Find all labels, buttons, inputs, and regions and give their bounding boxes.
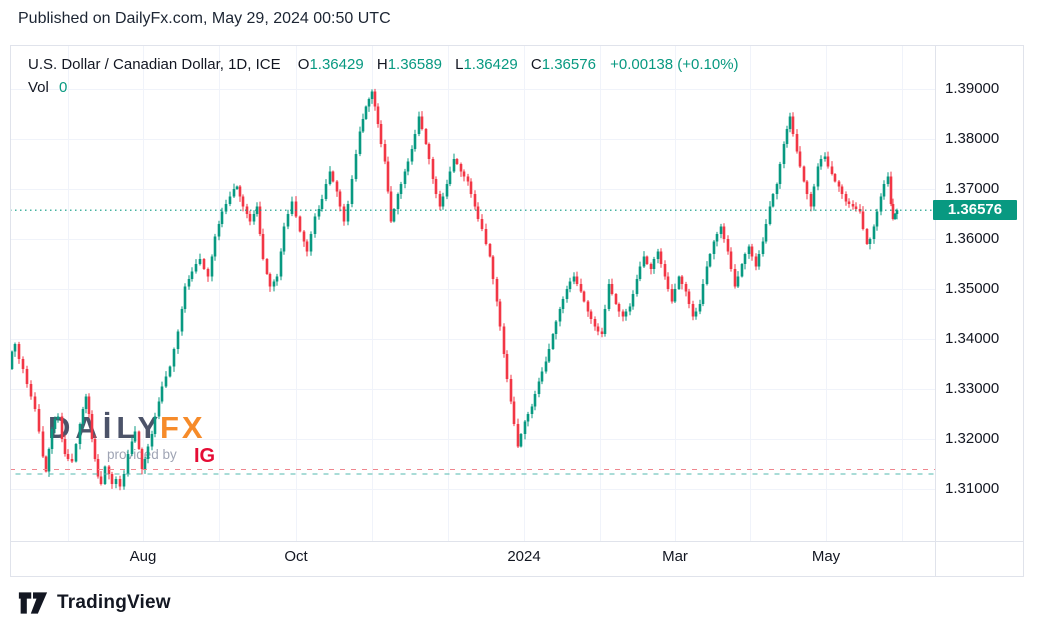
time-tick-label: Mar — [662, 548, 688, 565]
time-tick-label: Aug — [129, 548, 157, 565]
price-tick-label: 1.36000 — [945, 230, 1000, 247]
volume-value: 0 — [59, 79, 68, 96]
volume-label: Vol — [28, 79, 49, 96]
ohlc-open: O1.36429 — [297, 56, 364, 73]
legend-row-volume: Vol 0 — [28, 77, 739, 98]
candlestick-series[interactable] — [10, 88, 899, 491]
price-tick-label: 1.38000 — [945, 130, 1000, 147]
time-tick-label: 2024 — [507, 548, 541, 565]
tradingview-icon — [18, 592, 48, 614]
tradingview-attribution[interactable]: TradingView — [18, 590, 171, 616]
price-tick-label: 1.39000 — [945, 80, 1000, 97]
price-tick-label: 1.37000 — [945, 180, 1000, 197]
ohlc-low: L1.36429 — [455, 56, 518, 73]
symbol-legend: U.S. Dollar / Canadian Dollar, 1D, ICE O… — [28, 54, 739, 98]
price-tick-label: 1.34000 — [945, 330, 1000, 347]
ig-logo: IG — [194, 445, 215, 467]
tradingview-wordmark: TradingView — [57, 592, 171, 613]
ohlc-close: C1.36576 — [530, 56, 596, 73]
symbol-title: U.S. Dollar / Canadian Dollar, 1D, ICE — [28, 56, 281, 73]
price-level-lines — [10, 209, 935, 475]
grid-lines — [10, 45, 935, 541]
time-tick-label: Oct — [284, 548, 308, 565]
change-value: +0.00138 (+0.10%) — [610, 56, 739, 73]
dailyfx-logo-fx: FX — [160, 410, 206, 445]
last-price-badge: 1.36576 — [933, 200, 1017, 221]
price-tick-label: 1.35000 — [945, 280, 1000, 297]
price-tick-label: 1.31000 — [945, 480, 1000, 497]
ohlc-high: H1.36589 — [376, 56, 442, 73]
pane-borders — [10, 45, 1024, 577]
price-tick-label: 1.33000 — [945, 380, 1000, 397]
published-line: Published on DailyFx.com, May 29, 2024 0… — [18, 10, 391, 27]
legend-row-main: U.S. Dollar / Canadian Dollar, 1D, ICE O… — [28, 54, 739, 75]
price-tick-label: 1.32000 — [945, 430, 1000, 447]
time-tick-label: May — [811, 548, 841, 565]
